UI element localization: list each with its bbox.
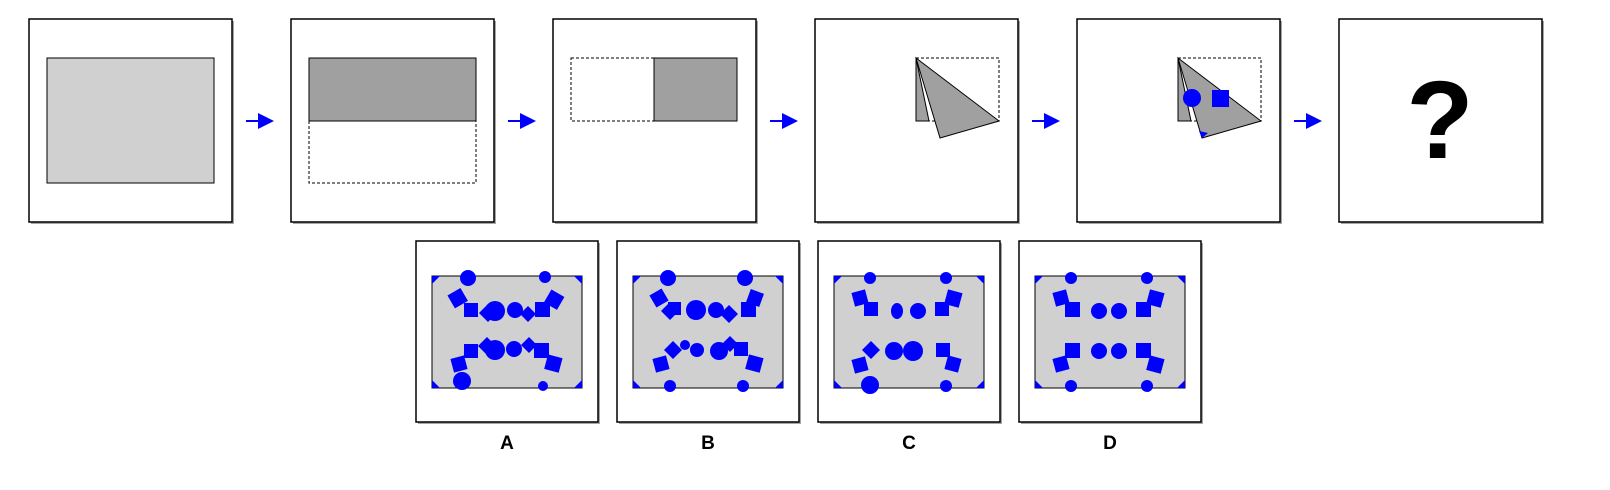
- option-c-card[interactable]: [817, 240, 1002, 424]
- step-2-frame: [290, 18, 496, 224]
- option-d-holes: [1035, 272, 1185, 392]
- unfolded-paper: [46, 57, 215, 184]
- fold-outline-left: [570, 57, 655, 122]
- folded-under-part: [915, 57, 930, 122]
- option-c-label[interactable]: C: [902, 433, 916, 454]
- step-6-frame: ?: [1338, 18, 1544, 224]
- option-a-holes: [432, 270, 582, 391]
- option-b-label[interactable]: B: [701, 433, 715, 454]
- step-4-frame: [814, 18, 1020, 224]
- option-b-card[interactable]: [616, 240, 801, 424]
- folded-top-half: [308, 57, 477, 122]
- option-a-label[interactable]: A: [500, 433, 514, 454]
- option-d-label[interactable]: D: [1103, 433, 1117, 454]
- punched-edge-hole: [1199, 131, 1208, 138]
- option-b-holes: [633, 270, 783, 392]
- punched-square-hole: [1212, 90, 1229, 107]
- fold-outline-bottom: [308, 120, 477, 184]
- option-c-holes: [834, 272, 984, 394]
- option-d-card[interactable]: [1018, 240, 1203, 424]
- punched-circle-hole: [1183, 89, 1201, 107]
- step-3-frame: [552, 18, 758, 224]
- folded-quarter: [653, 57, 738, 122]
- question-mark: ?: [1406, 59, 1473, 182]
- folded-diagonal-flap: [915, 56, 1001, 139]
- step-5-frame: [1076, 18, 1282, 224]
- step-1-frame: [28, 18, 234, 224]
- option-a-card[interactable]: [415, 240, 600, 424]
